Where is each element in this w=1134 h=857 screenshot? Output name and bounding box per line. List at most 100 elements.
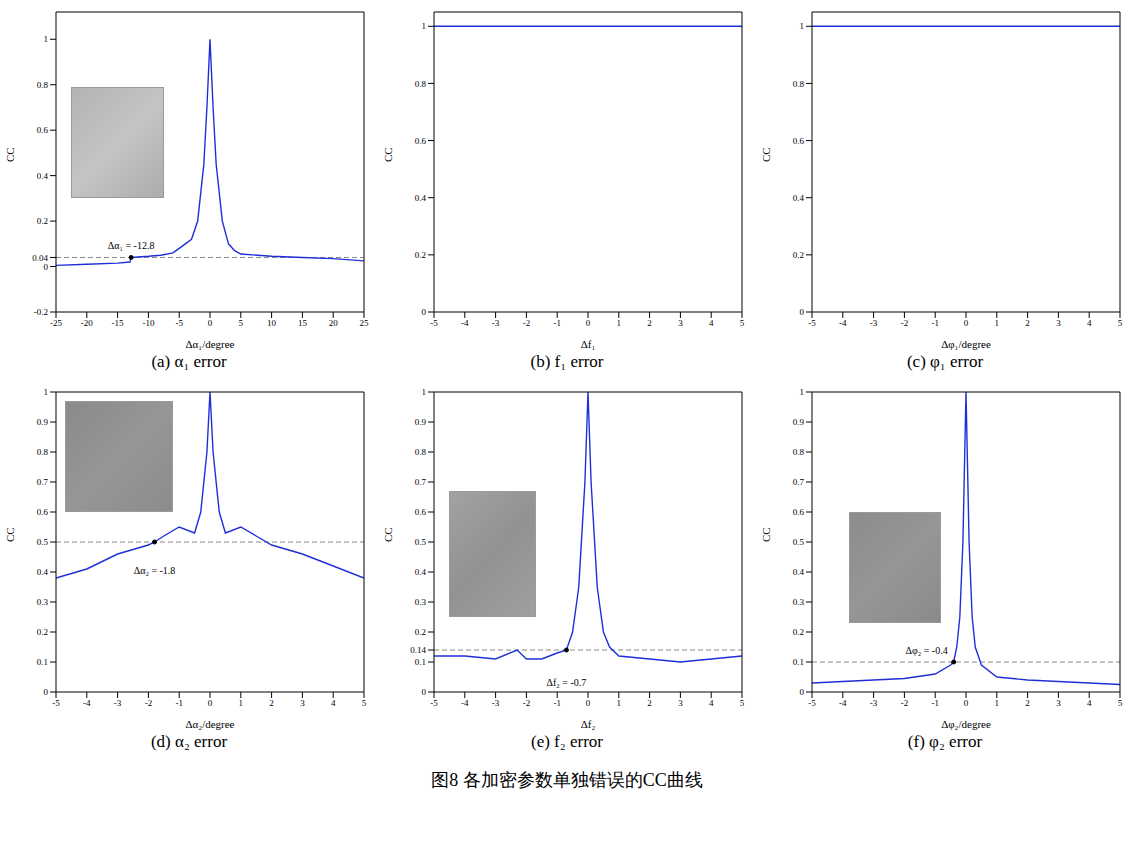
- svg-text:1: 1: [422, 387, 427, 397]
- svg-text:0.8: 0.8: [793, 79, 805, 89]
- svg-text:0: 0: [800, 687, 805, 697]
- svg-text:-2: -2: [901, 318, 909, 328]
- svg-text:0.1: 0.1: [37, 657, 48, 667]
- svg-text:-2: -2: [145, 698, 153, 708]
- svg-text:0.5: 0.5: [793, 537, 805, 547]
- svg-text:Δα₂/degree: Δα₂/degree: [185, 718, 234, 730]
- svg-text:-5: -5: [175, 318, 183, 328]
- svg-text:1: 1: [44, 387, 49, 397]
- svg-text:0.1: 0.1: [415, 657, 426, 667]
- svg-text:0.5: 0.5: [37, 537, 49, 547]
- svg-text:-4: -4: [83, 698, 91, 708]
- svg-text:0.5: 0.5: [415, 537, 427, 547]
- svg-text:0.14: 0.14: [410, 645, 426, 655]
- svg-text:0: 0: [422, 307, 427, 317]
- svg-text:CC: CC: [760, 527, 772, 542]
- svg-text:0.3: 0.3: [37, 597, 49, 607]
- svg-text:25: 25: [360, 318, 370, 328]
- svg-text:-2: -2: [523, 318, 531, 328]
- svg-text:0.8: 0.8: [415, 447, 427, 457]
- svg-text:-5: -5: [430, 318, 438, 328]
- svg-text:CC: CC: [382, 527, 394, 542]
- svg-text:3: 3: [678, 698, 683, 708]
- svg-text:0: 0: [208, 318, 213, 328]
- svg-text:-3: -3: [492, 318, 500, 328]
- svg-text:-3: -3: [114, 698, 122, 708]
- svg-text:-2: -2: [901, 698, 909, 708]
- svg-text:-1: -1: [931, 698, 939, 708]
- svg-text:-1: -1: [175, 698, 183, 708]
- svg-text:5: 5: [1118, 698, 1123, 708]
- svg-text:1: 1: [239, 698, 244, 708]
- svg-text:-5: -5: [52, 698, 60, 708]
- svg-text:2: 2: [269, 698, 274, 708]
- svg-text:0.2: 0.2: [37, 627, 48, 637]
- svg-text:-20: -20: [81, 318, 93, 328]
- svg-text:Δα₂ = -1.8: Δα₂ = -1.8: [134, 565, 176, 576]
- svg-text:0.2: 0.2: [415, 627, 426, 637]
- svg-text:0: 0: [44, 687, 49, 697]
- svg-text:0.8: 0.8: [37, 447, 49, 457]
- svg-text:0.1: 0.1: [793, 657, 804, 667]
- svg-text:0: 0: [800, 307, 805, 317]
- svg-text:Δα₁/degree: Δα₁/degree: [185, 338, 234, 350]
- svg-text:-25: -25: [50, 318, 62, 328]
- svg-text:-4: -4: [839, 698, 847, 708]
- svg-text:2: 2: [1025, 318, 1030, 328]
- svg-text:0.9: 0.9: [793, 417, 805, 427]
- svg-text:0.8: 0.8: [793, 447, 805, 457]
- svg-text:0: 0: [208, 698, 213, 708]
- svg-text:Δφ₁/degree: Δφ₁/degree: [941, 338, 991, 350]
- svg-text:1: 1: [44, 34, 49, 44]
- svg-text:0: 0: [422, 687, 427, 697]
- svg-text:CC: CC: [382, 147, 394, 162]
- svg-text:0.4: 0.4: [793, 567, 805, 577]
- svg-text:-5: -5: [430, 698, 438, 708]
- svg-text:0.2: 0.2: [415, 250, 426, 260]
- svg-text:-15: -15: [112, 318, 124, 328]
- svg-text:CC: CC: [4, 147, 16, 162]
- svg-text:-10: -10: [142, 318, 154, 328]
- svg-text:0: 0: [586, 318, 591, 328]
- svg-text:0.6: 0.6: [37, 125, 49, 135]
- svg-text:1: 1: [617, 698, 622, 708]
- svg-text:0.4: 0.4: [37, 567, 49, 577]
- svg-text:-4: -4: [461, 318, 469, 328]
- svg-text:1: 1: [800, 387, 805, 397]
- svg-text:10: 10: [267, 318, 277, 328]
- svg-text:0.8: 0.8: [415, 79, 427, 89]
- svg-text:0.2: 0.2: [793, 250, 804, 260]
- svg-text:0.3: 0.3: [415, 597, 427, 607]
- svg-text:0.6: 0.6: [793, 507, 805, 517]
- svg-text:3: 3: [1056, 318, 1061, 328]
- svg-text:4: 4: [709, 698, 714, 708]
- svg-text:0: 0: [964, 318, 969, 328]
- svg-text:0.04: 0.04: [32, 253, 48, 263]
- svg-text:4: 4: [709, 318, 714, 328]
- svg-text:15: 15: [298, 318, 308, 328]
- svg-text:1: 1: [800, 21, 805, 31]
- svg-text:-0.2: -0.2: [34, 307, 48, 317]
- svg-text:4: 4: [331, 698, 336, 708]
- svg-text:Δφ₂ = -0.4: Δφ₂ = -0.4: [906, 645, 948, 656]
- svg-text:0.3: 0.3: [793, 597, 805, 607]
- svg-text:-2: -2: [523, 698, 531, 708]
- svg-text:0.4: 0.4: [415, 567, 427, 577]
- svg-text:4: 4: [1087, 698, 1092, 708]
- svg-text:1: 1: [422, 21, 427, 31]
- svg-text:3: 3: [1056, 698, 1061, 708]
- svg-text:-3: -3: [870, 318, 878, 328]
- svg-text:0: 0: [964, 698, 969, 708]
- svg-text:1: 1: [995, 318, 1000, 328]
- svg-text:1: 1: [617, 318, 622, 328]
- svg-text:0.4: 0.4: [793, 193, 805, 203]
- svg-text:Δf₂ = -0.7: Δf₂ = -0.7: [547, 677, 587, 688]
- svg-text:0.7: 0.7: [793, 477, 805, 487]
- svg-text:0.2: 0.2: [793, 627, 804, 637]
- svg-text:0.7: 0.7: [37, 477, 49, 487]
- svg-text:-3: -3: [870, 698, 878, 708]
- svg-text:-3: -3: [492, 698, 500, 708]
- svg-text:5: 5: [740, 698, 745, 708]
- svg-text:0.4: 0.4: [37, 171, 49, 181]
- svg-text:CC: CC: [760, 147, 772, 162]
